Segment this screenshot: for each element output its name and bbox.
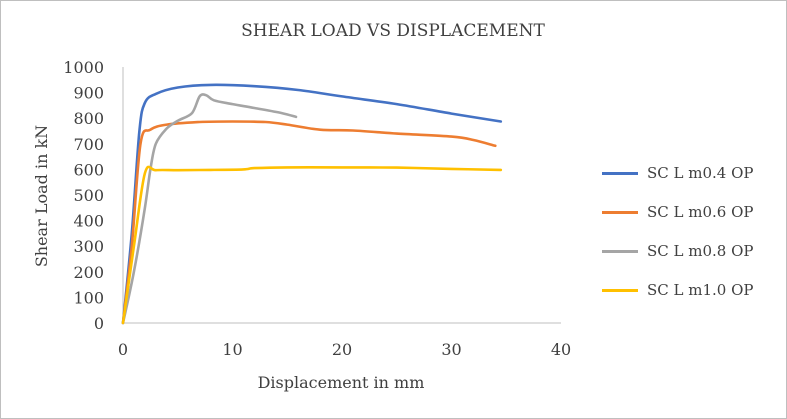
legend-swatch	[602, 210, 638, 214]
series-line-3	[121, 93, 298, 325]
y-axis-ticks: 0 100 200 300 400 500 600 700 800 900 1000	[63, 58, 104, 333]
legend: SC L m0.4 OP SC L m0.6 OP SC L m0.8 OP SC L…	[602, 160, 782, 316]
y-tick-label: 100	[73, 288, 104, 307]
y-tick-label: 300	[73, 237, 104, 256]
y-tick-label: 400	[73, 212, 104, 231]
x-tick-label: 30	[441, 340, 461, 359]
x-tick-label: 40	[551, 340, 571, 359]
x-tick-label: 0	[118, 340, 128, 359]
y-tick-label: 0	[94, 314, 104, 333]
x-tick-label: 10	[222, 340, 242, 359]
x-axis-ticks: 0 10 20 30 40	[118, 340, 571, 359]
y-tick-label: 500	[73, 186, 104, 205]
series-line-4	[121, 165, 503, 325]
legend-swatch	[602, 171, 638, 175]
y-tick-label: 700	[73, 135, 104, 154]
legend-swatch	[602, 288, 638, 292]
x-axis-label: Displacement in mm	[258, 373, 425, 392]
series-line-2	[121, 120, 497, 325]
legend-label: SC L m0.4 OP	[647, 164, 754, 182]
y-axis-label: Shear Load in kN	[32, 125, 51, 267]
x-tick-label: 20	[332, 340, 352, 359]
legend-swatch	[602, 249, 638, 253]
legend-item: SC L m0.8 OP	[602, 238, 782, 264]
y-tick-label: 600	[73, 160, 104, 179]
y-tick-label: 800	[73, 109, 104, 128]
legend-label: SC L m0.6 OP	[647, 203, 754, 221]
chart-title: SHEAR LOAD VS DISPLACEMENT	[241, 21, 545, 41]
y-tick-label: 1000	[63, 58, 104, 77]
series-layer	[121, 83, 503, 325]
legend-label: SC L m1.0 OP	[647, 281, 754, 299]
legend-item: SC L m1.0 OP	[602, 277, 782, 303]
y-tick-label: 900	[73, 84, 104, 103]
legend-item: SC L m0.4 OP	[602, 160, 782, 186]
series-line-1	[121, 83, 503, 325]
legend-item: SC L m0.6 OP	[602, 199, 782, 225]
legend-label: SC L m0.8 OP	[647, 242, 754, 260]
y-tick-label: 200	[73, 263, 104, 282]
